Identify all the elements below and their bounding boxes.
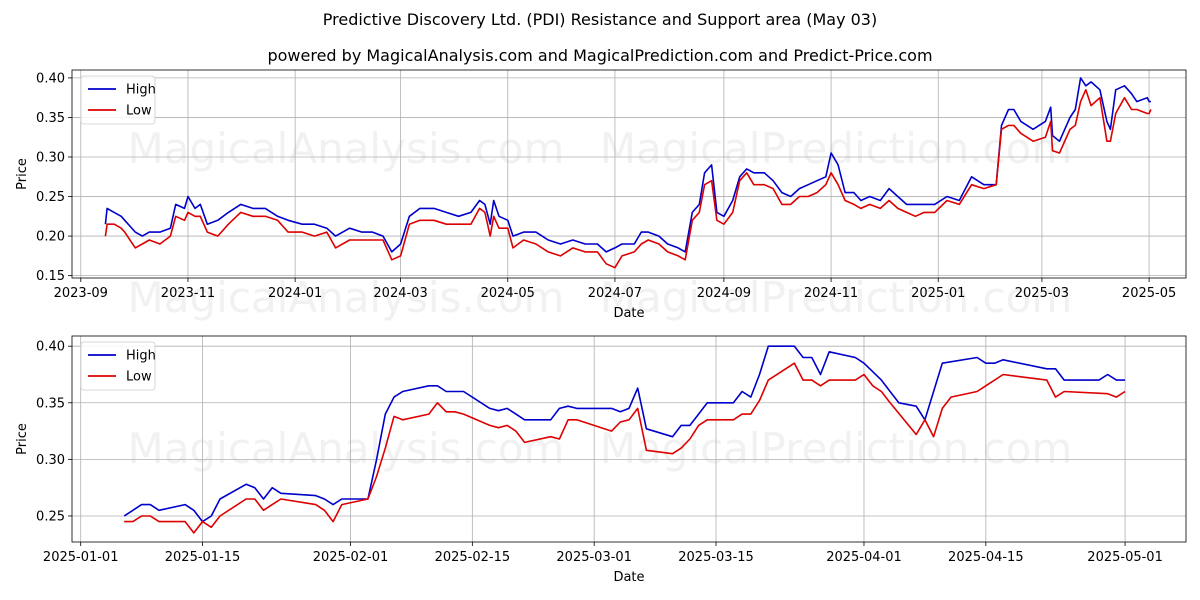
y-tick-label: 0.40 bbox=[36, 340, 65, 355]
y-tick-label: 0.40 bbox=[36, 71, 65, 86]
y-axis-label: Price bbox=[15, 423, 30, 455]
y-axis-label: Price bbox=[15, 158, 30, 190]
x-tick-label: 2025-05 bbox=[1122, 286, 1176, 301]
series-line-low bbox=[124, 362, 1126, 534]
x-tick-label: 2025-01 bbox=[911, 286, 965, 301]
x-tick-label: 2025-03-15 bbox=[678, 550, 754, 565]
watermark-left-bottom: MagicalAnalysis.com bbox=[128, 424, 565, 473]
legend-label-low: Low bbox=[126, 370, 152, 385]
legend-box bbox=[80, 75, 156, 125]
x-tick-label: 2025-03 bbox=[1015, 286, 1069, 301]
x-tick-label: 2025-02-15 bbox=[435, 550, 511, 565]
legend-label-high: High bbox=[126, 83, 156, 98]
x-tick-label: 2024-11 bbox=[804, 286, 858, 301]
x-tick-label: 2025-04-15 bbox=[948, 550, 1024, 565]
legend-label-low: Low bbox=[126, 104, 152, 119]
y-tick-label: 0.30 bbox=[36, 150, 65, 165]
watermark-left-top: MagicalAnalysis.com bbox=[128, 124, 565, 173]
y-tick-label: 0.35 bbox=[36, 396, 65, 411]
watermark-right-bottom: MagicalPrediction.com bbox=[600, 424, 1073, 473]
x-tick-label: 2024-05 bbox=[481, 286, 535, 301]
watermark-right-middle: MagicalPrediction.com bbox=[600, 273, 1073, 322]
x-tick-label: 2025-04-01 bbox=[826, 550, 902, 565]
watermark-right-top: MagicalPrediction.com bbox=[600, 124, 1073, 173]
plot-frame bbox=[71, 69, 1187, 279]
x-tick-label: 2025-03-01 bbox=[556, 550, 632, 565]
series-line-high bbox=[104, 77, 1151, 253]
legend-box bbox=[80, 341, 156, 391]
x-axis-label: Date bbox=[613, 306, 644, 321]
y-tick-label: 0.35 bbox=[36, 111, 65, 126]
x-tick-label: 2023-11 bbox=[161, 286, 215, 301]
y-tick-label: 0.20 bbox=[36, 230, 65, 245]
x-tick-label: 2023-09 bbox=[54, 286, 108, 301]
x-tick-label: 2025-05-01 bbox=[1087, 550, 1163, 565]
x-tick-label: 2024-01 bbox=[268, 286, 322, 301]
y-tick-label: 0.30 bbox=[36, 453, 65, 468]
x-tick-label: 2025-01-01 bbox=[43, 550, 119, 565]
y-tick-label: 0.25 bbox=[36, 190, 65, 205]
x-tick-label: 2024-09 bbox=[697, 286, 751, 301]
chart-title: Predictive Discovery Ltd. (PDI) Resistan… bbox=[322, 10, 878, 29]
x-axis-label: Date bbox=[613, 570, 644, 585]
y-tick-label: 0.25 bbox=[36, 509, 65, 524]
x-tick-label: 2025-01-15 bbox=[165, 550, 241, 565]
x-tick-label: 2024-07 bbox=[588, 286, 642, 301]
watermark-left-middle: MagicalAnalysis.com bbox=[128, 273, 565, 322]
chart-subtitle: powered by MagicalAnalysis.com and Magic… bbox=[267, 46, 933, 65]
x-tick-label: 2025-02-01 bbox=[313, 550, 389, 565]
series-line-high bbox=[123, 345, 1126, 523]
y-tick-label: 0.15 bbox=[36, 269, 65, 284]
plot-frame bbox=[71, 335, 1187, 543]
x-tick-label: 2024-03 bbox=[373, 286, 427, 301]
legend-label-high: High bbox=[126, 349, 156, 364]
series-line-low bbox=[104, 89, 1152, 269]
